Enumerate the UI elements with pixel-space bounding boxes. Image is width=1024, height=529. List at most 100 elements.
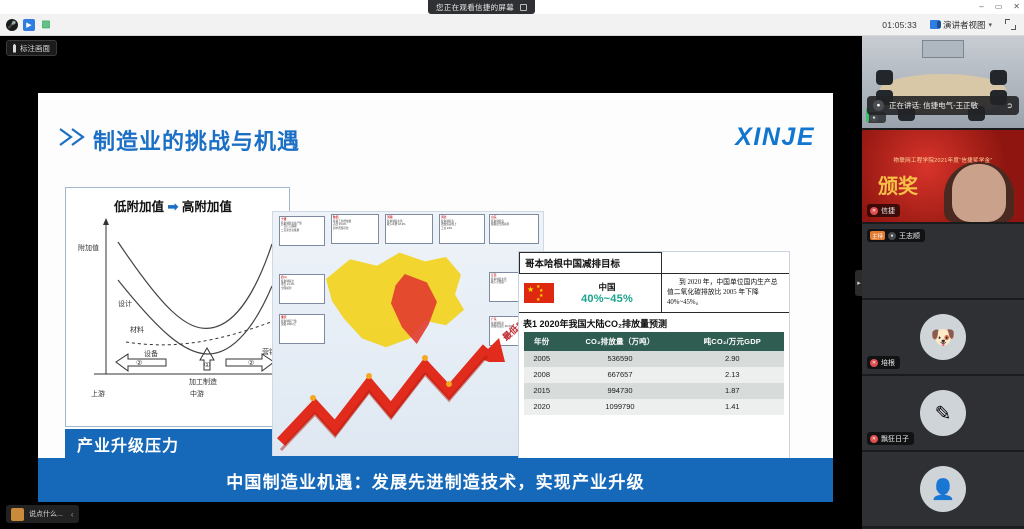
view-mode-label: 演讲者视图 — [942, 19, 986, 30]
china-map-panel: 宁夏 装备制造业总产值 一百亿元规模 二百家企业集群 陕西 装备工业增加值 占比 25.6… — [272, 211, 544, 459]
emission-header-title: 哥本哈根中国减排目标 — [519, 252, 662, 273]
low-value-label: 低附加值 — [114, 200, 165, 214]
participant-name: 飘狂日子 — [881, 435, 909, 443]
red-cost-arrow — [277, 338, 505, 452]
double-chevron-right-icon — [59, 128, 85, 146]
stop-share-icon[interactable] — [520, 3, 527, 11]
table-row: 2015 994730 1.87 — [524, 382, 784, 399]
microphone-icon[interactable]: 🎤 — [6, 18, 18, 31]
pin-icon[interactable]: ➲ — [1006, 101, 1013, 110]
slide-title: 制造业的挑战与机遇 — [93, 129, 301, 154]
room-chair — [876, 70, 893, 85]
slide-bottom-banner: 中国制造业机遇：发展先进制造技术，实现产业升级 — [38, 458, 833, 502]
cell-emit: 994730 — [558, 382, 682, 399]
sharing-notice-text: 您正在观看信捷的屏幕 — [436, 2, 514, 12]
table-row: 2005 536590 2.90 — [524, 350, 784, 367]
participant-name-chip: ✕ 信捷 — [867, 204, 900, 217]
award-banner-text: 物联网工程学院2021年度“信捷奖学金” — [893, 158, 993, 164]
map-callout: 陕西 装备工业增加值 占比 25.6% 居中西部首位 — [331, 214, 379, 244]
column-header: CO₂排放量（万吨） — [558, 331, 682, 351]
panel-collapse-handle[interactable]: ▸ — [855, 270, 863, 296]
active-speaker-banner: ● 正在讲话: 信捷电气-王正敏 ➲ — [867, 96, 1019, 115]
marker-two-left: ② — [136, 359, 142, 367]
window-title-bar: 您正在观看信捷的屏幕 – ▭ ✕ — [0, 0, 1024, 14]
china-flag-icon: ★ ★ ★ ★ ★ — [524, 282, 554, 303]
x-tick-upstream: 上游 — [91, 389, 105, 398]
sketch-avatar-icon: ✎ — [920, 390, 966, 436]
cell-emit: 536590 — [558, 350, 682, 367]
map-callout: 宁夏 装备制造业总产值 一百亿元规模 二百家企业集群 — [279, 216, 325, 246]
participant-tile[interactable]: 👤 — [862, 452, 1024, 528]
cell-emit: 1099790 — [558, 398, 682, 415]
view-mode-switch[interactable]: 演讲者视图 ▾ — [926, 18, 996, 32]
cell-year: 2008 — [524, 366, 559, 383]
participant-tile[interactable]: 主持 ● 王志顺 — [862, 224, 1024, 300]
emission-statement: 到 2020 年，中国单位国内生产总值二氧化碳排放比 2005 年下降 40%~… — [667, 279, 778, 306]
participant-name: 培根 — [881, 359, 895, 367]
emission-country-cell: ★ ★ ★ ★ ★ 中国 40%~45% — [519, 274, 662, 312]
table-header-row: 年份 CO₂排放量（万吨） 吨CO₂/万元GDP — [524, 331, 784, 351]
speaker-view-icon — [929, 20, 941, 29]
participant-tile[interactable]: ● — [862, 36, 1024, 130]
participant-tile[interactable]: ✎ ✕ 飘狂日子 — [862, 376, 1024, 452]
annotate-button[interactable]: 标注画面 — [6, 40, 57, 56]
map-callout: 河南 装备制造主营 收入年增 18.2% — [385, 214, 433, 244]
chevron-down-icon[interactable]: ▾ — [988, 21, 992, 29]
participant-name: 信捷 — [881, 207, 895, 215]
participant-name: 王志顺 — [899, 232, 921, 240]
camera-icon[interactable]: ▶ — [23, 18, 35, 31]
emission-target-row: ★ ★ ★ ★ ★ 中国 40%~45% 到 2020 年，中国单位国内生产总值… — [519, 274, 789, 313]
window-controls: – ▭ ✕ — [979, 0, 1020, 14]
person-avatar-icon: 👤 — [920, 466, 966, 512]
curve-label-equipment: 设备 — [144, 349, 158, 358]
curve-label-material: 材料 — [130, 325, 144, 334]
high-value-label: 高附加值 — [181, 200, 232, 214]
participant-tile[interactable]: 物联网工程学院2021年度“信捷奖学金” 颁奖 ✕ 信捷 — [862, 130, 1024, 224]
award-title-text: 颁奖 — [878, 176, 918, 198]
dog-avatar-icon: 🐶 — [920, 314, 966, 360]
right-arrow-icon: ➡ — [167, 199, 179, 214]
cell-emit: 667657 — [558, 366, 682, 383]
participants-panel: ● ● 正在讲话: 信捷电气-王正敏 ➲ 物联网工程学院2021年度“信捷奖学金… — [862, 36, 1024, 529]
cell-ratio: 2.13 — [681, 366, 784, 383]
caption-industry-upgrade: 产业升级压力 — [65, 429, 290, 459]
microphone-icon: ● — [888, 231, 897, 240]
participant-name-chip: 主持 ● 王志顺 — [867, 229, 926, 242]
maximize-button[interactable]: ▭ — [994, 2, 1003, 11]
emission-country-info: 中国 40%~45% — [558, 281, 656, 305]
company-logo: XINJE — [735, 123, 815, 151]
microphone-muted-icon: ✕ — [870, 206, 878, 215]
shared-screen-area: 标注画面 制造业的挑战与机遇 XINJE 低附加值 ➡ 高附加值 — [0, 36, 862, 529]
sharing-notice-pill[interactable]: 您正在观看信捷的屏幕 — [428, 0, 535, 14]
participant-tile[interactable]: 🐶 ✕ 培根 — [862, 300, 1024, 376]
emission-panel: 哥本哈根中国减排目标 ★ ★ ★ ★ ★ 中国 40%~45% — [518, 251, 790, 496]
user-avatar-icon — [11, 507, 24, 521]
x-tick-midstream: 中游 — [190, 389, 204, 398]
room-screen — [922, 40, 964, 58]
map-callout: 河北 装备制造业 增加值占规上 工业 23% — [439, 214, 485, 244]
cell-year: 2015 — [524, 382, 559, 399]
microphone-icon: ● — [873, 100, 884, 111]
minimize-button[interactable]: – — [979, 2, 984, 11]
reduction-percent: 40%~45% — [581, 292, 633, 305]
annotate-label: 标注画面 — [20, 43, 50, 53]
emission-header-row: 哥本哈根中国减排目标 — [519, 252, 789, 274]
chat-placeholder[interactable]: 说点什么... — [29, 511, 63, 518]
marker-two-right: ② — [248, 359, 254, 367]
audio-level-indicator — [866, 108, 869, 122]
map-callout: 重庆 装备制造产值 突破 3000 亿 — [279, 314, 325, 344]
participant-name-chip: ✕ 培根 — [867, 356, 900, 369]
chat-collapse-icon[interactable]: ‹ — [70, 509, 74, 519]
fullscreen-icon[interactable] — [1005, 19, 1016, 30]
person-face — [952, 164, 1006, 222]
emission-table: 年份 CO₂排放量（万吨） 吨CO₂/万元GDP 2005 536590 2.9… — [524, 331, 784, 415]
table-row: 2020 1099790 1.41 — [524, 398, 784, 415]
microphone-muted-icon: ✕ — [870, 358, 878, 367]
network-signal-icon[interactable]: ▩ — [41, 19, 51, 30]
curve-label-marketing: 营销 — [262, 347, 276, 356]
microphone-icon: ● — [870, 113, 878, 122]
close-button[interactable]: ✕ — [1013, 2, 1020, 11]
chat-input-bar[interactable]: 说点什么... ‹ — [6, 505, 79, 523]
emission-table-caption: 表1 2020年我国大陆CO₂排放量预测 — [523, 318, 668, 329]
